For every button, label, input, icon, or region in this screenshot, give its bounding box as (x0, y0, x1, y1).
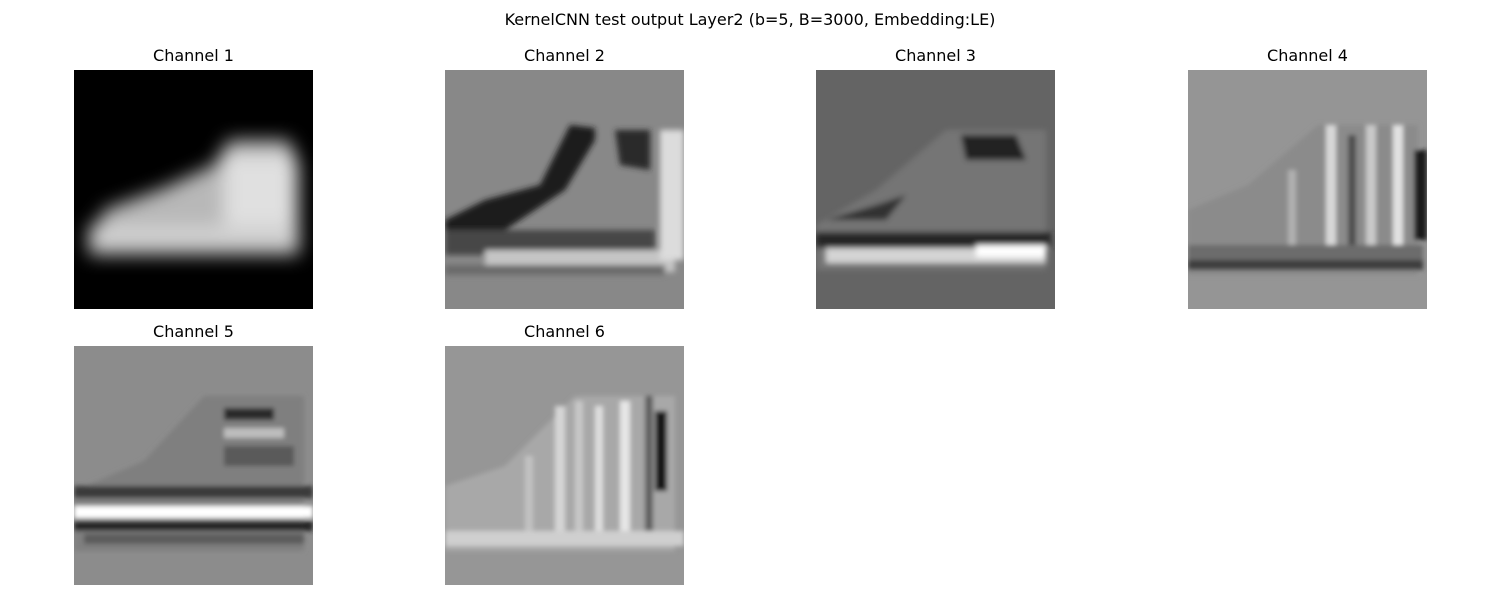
channel-3-title: Channel 3 (895, 46, 976, 65)
figure-title: KernelCNN test output Layer2 (b=5, B=300… (504, 10, 996, 29)
channel-4-image (1188, 70, 1427, 309)
channel-4-title: Channel 4 (1267, 46, 1348, 65)
channel-1-title: Channel 1 (153, 46, 234, 65)
channel-2-title: Channel 2 (524, 46, 605, 65)
channel-3-image (816, 70, 1055, 309)
channel-5-image (74, 346, 313, 585)
channel-5-title: Channel 5 (153, 322, 234, 341)
channel-2-image (445, 70, 684, 309)
channel-6-image (445, 346, 684, 585)
channel-1-image (74, 70, 313, 309)
channel-6-title: Channel 6 (524, 322, 605, 341)
